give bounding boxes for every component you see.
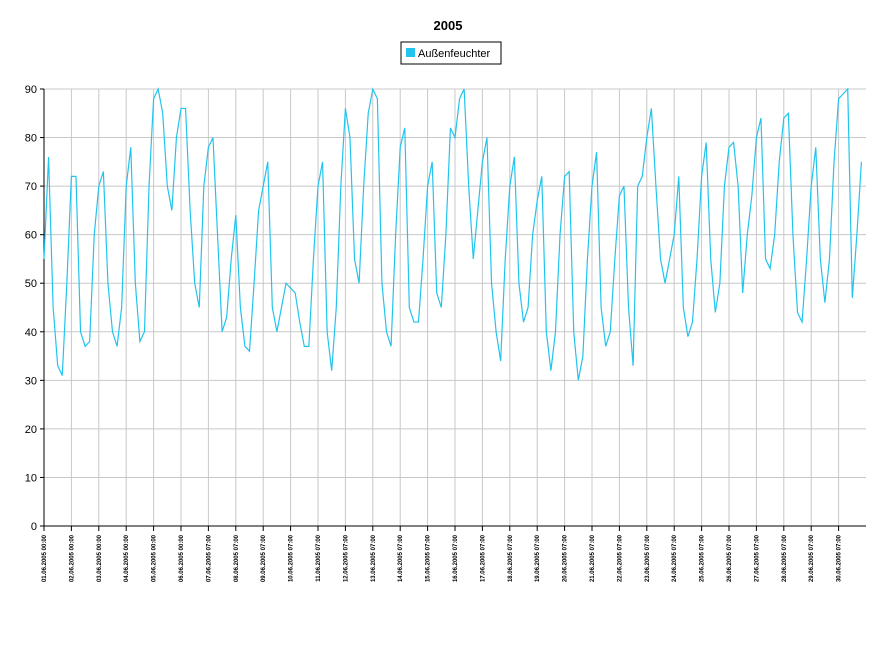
x-tick-label: 16.06.2005 07:00 <box>453 534 459 582</box>
x-tick-label: 21.06.2005 07:00 <box>590 534 596 582</box>
x-tick-label: 15.06.2005 07:00 <box>426 534 432 582</box>
x-tick-label: 27.06.2005 07:00 <box>754 534 760 582</box>
legend-swatch <box>406 48 415 57</box>
y-tick-label: 60 <box>25 230 37 242</box>
y-tick-label: 40 <box>25 327 37 339</box>
legend-label: Außenfeuchter <box>418 48 490 60</box>
x-tick-label: 25.06.2005 07:00 <box>700 534 706 582</box>
x-tick-label: 23.06.2005 07:00 <box>645 534 651 582</box>
x-tick-label: 24.06.2005 07:00 <box>672 534 678 582</box>
y-tick-label: 50 <box>25 278 37 290</box>
x-tick-label: 09.06.2005 07:00 <box>261 534 267 582</box>
x-tick-label: 08.06.2005 07:00 <box>234 534 240 582</box>
x-tick-label: 30.06.2005 07:00 <box>837 534 843 582</box>
legend-box <box>400 41 502 65</box>
x-tick-label: 04.06.2005 00:00 <box>124 534 130 582</box>
y-tick-label: 30 <box>25 375 37 387</box>
x-tick-label: 17.06.2005 07:00 <box>480 534 486 582</box>
x-tick-label: 01.06.2005 00:00 <box>42 534 48 582</box>
x-tick-label: 06.06.2005 00:00 <box>179 534 185 582</box>
y-tick-label: 20 <box>25 424 37 436</box>
x-tick-label: 18.06.2005 07:00 <box>508 534 514 582</box>
x-tick-label: 10.06.2005 07:00 <box>289 534 295 582</box>
x-tick-label: 26.06.2005 07:00 <box>727 534 733 582</box>
x-tick-label: 11.06.2005 07:00 <box>316 534 322 581</box>
legend: Außenfeuchter <box>400 41 502 65</box>
x-tick-label: 19.06.2005 07:00 <box>535 534 541 582</box>
y-tick-label: 0 <box>31 521 37 533</box>
y-tick-label: 70 <box>25 181 37 193</box>
y-tick-label: 10 <box>25 472 37 484</box>
y-tick-label: 90 <box>25 84 37 96</box>
x-tick-label: 12.06.2005 07:00 <box>343 534 349 582</box>
x-tick-label: 03.06.2005 00:00 <box>97 534 103 582</box>
y-tick-label: 80 <box>25 133 37 145</box>
x-tick-label: 28.06.2005 07:00 <box>782 534 788 582</box>
x-tick-label: 29.06.2005 07:00 <box>809 534 815 582</box>
x-tick-label: 20.06.2005 07:00 <box>563 534 569 582</box>
data-line <box>43 87 863 381</box>
x-tick-label: 14.06.2005 07:00 <box>398 534 404 582</box>
x-tick-label: 02.06.2005 00:00 <box>69 534 75 582</box>
x-tick-label: 22.06.2005 07:00 <box>617 534 623 582</box>
chart-title: 2005 <box>434 18 463 33</box>
x-tick-label: 07.06.2005 07:00 <box>206 534 212 582</box>
x-tick-label: 05.06.2005 00:00 <box>152 534 158 582</box>
x-tick-label: 13.06.2005 07:00 <box>371 534 377 582</box>
